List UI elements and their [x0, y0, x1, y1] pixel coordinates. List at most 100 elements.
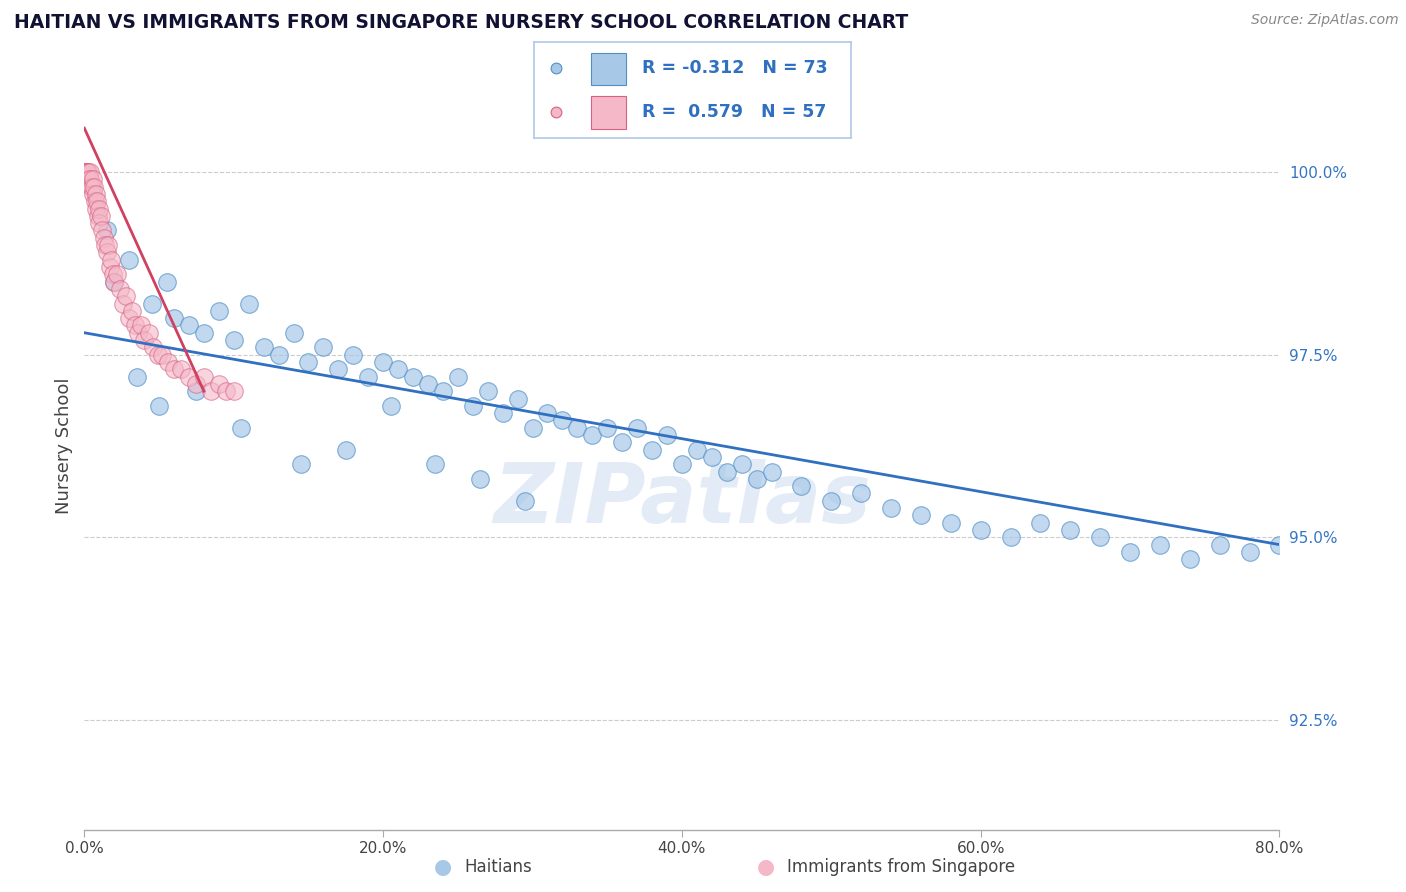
Point	[100, 252, 122, 267]
Point	[76, 165, 98, 179]
Point	[110, 282, 132, 296]
Point	[513, 493, 536, 508]
Point	[200, 384, 222, 399]
Point	[1239, 545, 1261, 559]
Point	[700, 450, 723, 464]
Point	[84, 186, 107, 201]
Point	[97, 238, 120, 252]
Point	[155, 275, 177, 289]
Point	[94, 238, 117, 252]
Point	[641, 442, 664, 457]
Point	[342, 348, 364, 362]
Point	[851, 486, 873, 500]
Point	[880, 501, 903, 516]
Point	[380, 399, 402, 413]
Point	[447, 369, 470, 384]
Point	[75, 165, 97, 179]
Point	[290, 457, 312, 471]
Point	[939, 516, 962, 530]
Point	[87, 202, 110, 216]
Point	[686, 442, 709, 457]
Point	[90, 209, 112, 223]
Point	[177, 318, 200, 333]
Point	[80, 179, 103, 194]
Point	[76, 165, 98, 179]
Text: ●: ●	[758, 857, 775, 877]
Point	[551, 413, 574, 427]
Point	[112, 296, 135, 310]
Point	[312, 340, 335, 354]
Point	[655, 428, 678, 442]
Point	[731, 457, 754, 471]
Point	[506, 392, 529, 406]
Point	[98, 260, 121, 274]
Point	[1149, 538, 1171, 552]
Point	[82, 186, 104, 201]
Point	[87, 209, 110, 223]
Point	[142, 340, 165, 354]
Point	[335, 442, 357, 457]
Point	[86, 202, 108, 216]
Point	[79, 165, 101, 179]
Point	[163, 362, 186, 376]
Point	[1119, 545, 1142, 559]
Point	[546, 105, 568, 120]
Point	[716, 465, 738, 479]
Point	[1209, 538, 1232, 552]
Point	[208, 376, 231, 391]
Point	[238, 296, 260, 310]
Point	[83, 194, 105, 209]
Text: HAITIAN VS IMMIGRANTS FROM SINGAPORE NURSERY SCHOOL CORRELATION CHART: HAITIAN VS IMMIGRANTS FROM SINGAPORE NUR…	[14, 13, 908, 32]
Point	[790, 479, 813, 493]
Point	[461, 399, 484, 413]
Point	[125, 369, 148, 384]
Point	[745, 472, 768, 486]
Text: ●: ●	[434, 857, 451, 877]
Point	[101, 268, 124, 282]
Point	[83, 179, 105, 194]
Point	[208, 303, 231, 318]
Point	[96, 223, 118, 237]
Point	[129, 318, 152, 333]
Point	[79, 172, 101, 186]
Point	[222, 384, 245, 399]
Point	[432, 384, 454, 399]
Point	[215, 384, 238, 399]
Point	[186, 376, 208, 391]
Point	[105, 268, 128, 282]
Point	[86, 194, 108, 209]
Point	[253, 340, 276, 354]
Point	[91, 223, 114, 237]
Point	[148, 399, 170, 413]
Text: Immigrants from Singapore: Immigrants from Singapore	[787, 858, 1015, 876]
Point	[626, 421, 648, 435]
Point	[297, 355, 319, 369]
Point	[170, 362, 193, 376]
Point	[89, 216, 111, 230]
Point	[477, 384, 499, 399]
Point	[1268, 538, 1291, 552]
Point	[75, 165, 97, 179]
Point	[138, 326, 160, 340]
Text: Haitians: Haitians	[464, 858, 531, 876]
Point	[115, 289, 138, 303]
Point	[522, 421, 544, 435]
Point	[820, 493, 842, 508]
Text: Source: ZipAtlas.com: Source: ZipAtlas.com	[1251, 13, 1399, 28]
Point	[193, 326, 215, 340]
Point	[671, 457, 693, 471]
Point	[761, 465, 783, 479]
FancyBboxPatch shape	[591, 95, 626, 128]
Point	[132, 333, 156, 347]
Point	[127, 326, 149, 340]
Point	[328, 362, 350, 376]
Point	[546, 61, 568, 75]
Point	[222, 333, 245, 347]
Point	[75, 165, 97, 179]
Point	[75, 165, 97, 179]
Point	[267, 348, 290, 362]
Point	[150, 348, 173, 362]
Point	[103, 275, 125, 289]
Point	[970, 523, 993, 537]
Point	[373, 355, 395, 369]
